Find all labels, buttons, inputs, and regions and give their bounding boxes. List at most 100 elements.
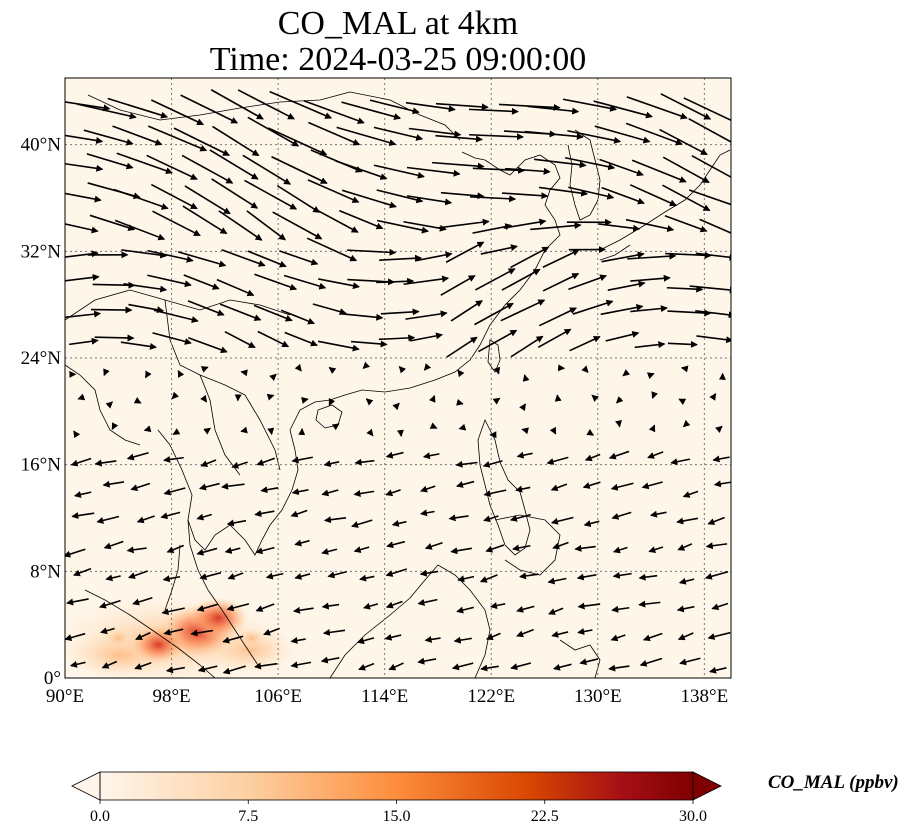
wind-arrow <box>103 540 124 550</box>
wind-arrow <box>547 577 567 585</box>
wind-arrow <box>610 634 626 642</box>
wind-arrow <box>549 426 557 435</box>
wind-arrow <box>601 251 645 263</box>
wind-arrow <box>283 274 327 290</box>
wind-arrow <box>135 631 151 641</box>
wind-arrow <box>445 241 485 263</box>
wind-arrow <box>705 542 728 550</box>
wind-arrow <box>247 116 300 147</box>
wind-arrow <box>695 310 731 319</box>
wind-arrow <box>417 657 437 665</box>
wind-arrow <box>678 577 695 585</box>
wind-arrow <box>180 94 239 124</box>
wind-arrow <box>99 599 121 609</box>
wind-arrow <box>150 99 204 126</box>
wind-arrow <box>347 248 397 256</box>
wind-arrow <box>524 130 584 140</box>
wind-arrow <box>153 309 199 323</box>
wind-arrow <box>290 661 312 669</box>
wind-arrow <box>113 188 169 210</box>
wind-arrow <box>321 489 339 497</box>
wind-arrow <box>196 547 218 556</box>
wind-arrow <box>265 572 284 580</box>
wind-arrow <box>218 210 263 241</box>
wind-arrow <box>386 540 406 549</box>
wind-arrow <box>181 154 234 184</box>
wind-arrow <box>680 365 689 373</box>
wind-arrow <box>667 340 698 348</box>
wind-arrow <box>574 544 596 552</box>
wind-arrow <box>366 428 374 437</box>
wind-arrow <box>280 309 315 325</box>
wind-arrow <box>631 159 687 183</box>
co-hotspot <box>101 626 135 650</box>
wind-arrow <box>607 280 646 292</box>
wind-arrow <box>240 426 248 434</box>
wind-arrow <box>187 300 225 316</box>
wind-arrow <box>353 546 370 553</box>
wind-arrow <box>276 184 321 213</box>
wind-arrow <box>66 598 89 606</box>
wind-arrow <box>182 205 228 235</box>
wind-arrow <box>73 491 92 498</box>
wind-arrow <box>356 637 375 645</box>
wind-arrow <box>351 340 388 348</box>
wind-arrow <box>123 282 168 293</box>
wind-arrow <box>659 128 708 156</box>
colorbar-gradient <box>100 772 693 800</box>
wind-arrow <box>196 603 219 612</box>
wind-arrow <box>73 567 92 577</box>
x-tick-label: 114°E <box>361 686 408 707</box>
wind-arrow <box>688 189 731 206</box>
wind-arrow <box>132 597 153 606</box>
wind-arrow <box>408 127 462 138</box>
wind-arrow <box>542 249 580 269</box>
map-frame <box>64 77 732 679</box>
wind-arrow <box>318 278 360 290</box>
wind-arrow <box>380 308 420 316</box>
wind-arrow <box>144 370 152 379</box>
wind-arrow <box>321 602 340 610</box>
wind-arrow <box>554 394 562 402</box>
wind-arrow <box>538 307 577 327</box>
wind-arrow <box>391 520 407 527</box>
wind-arrow <box>267 127 328 156</box>
wind-arrow <box>642 632 663 642</box>
wind-arrow <box>369 99 420 115</box>
y-tick-label: 8°N <box>30 561 61 582</box>
wind-arrow <box>126 451 149 461</box>
wind-arrow <box>284 331 318 347</box>
wind-arrow <box>152 332 192 345</box>
wind-arrow <box>516 605 535 613</box>
wind-arrow <box>689 285 731 294</box>
wind-arrow <box>317 209 359 233</box>
wind-arrow <box>688 118 731 143</box>
wind-arrow <box>271 156 328 184</box>
wind-arrow <box>456 480 475 488</box>
wind-arrow <box>65 192 102 203</box>
wind-arrow <box>542 273 580 292</box>
wind-arrow <box>385 451 404 459</box>
wind-arrow <box>648 546 664 553</box>
wind-arrow <box>626 96 688 120</box>
wind-arrow <box>226 519 247 527</box>
wind-arrow <box>568 186 615 200</box>
wind-arrow <box>224 547 241 554</box>
wind-arrow <box>709 393 717 401</box>
wind-arrow <box>100 627 115 635</box>
wind-arrow <box>608 450 630 460</box>
y-tick-label: 40°N <box>21 135 62 156</box>
wind-arrow <box>500 299 546 322</box>
wind-arrow <box>71 512 95 520</box>
wind-arrow <box>515 485 531 493</box>
wind-arrow <box>294 539 310 547</box>
wind-arrow <box>489 602 506 609</box>
wind-arrow <box>161 607 185 616</box>
wind-arrow <box>143 425 152 433</box>
wind-arrow <box>572 299 614 315</box>
wind-arrow <box>254 510 275 517</box>
wind-arrow <box>331 423 340 431</box>
wind-arrow <box>492 397 501 405</box>
wind-arrow <box>120 341 157 350</box>
wind-arrow <box>420 485 436 493</box>
